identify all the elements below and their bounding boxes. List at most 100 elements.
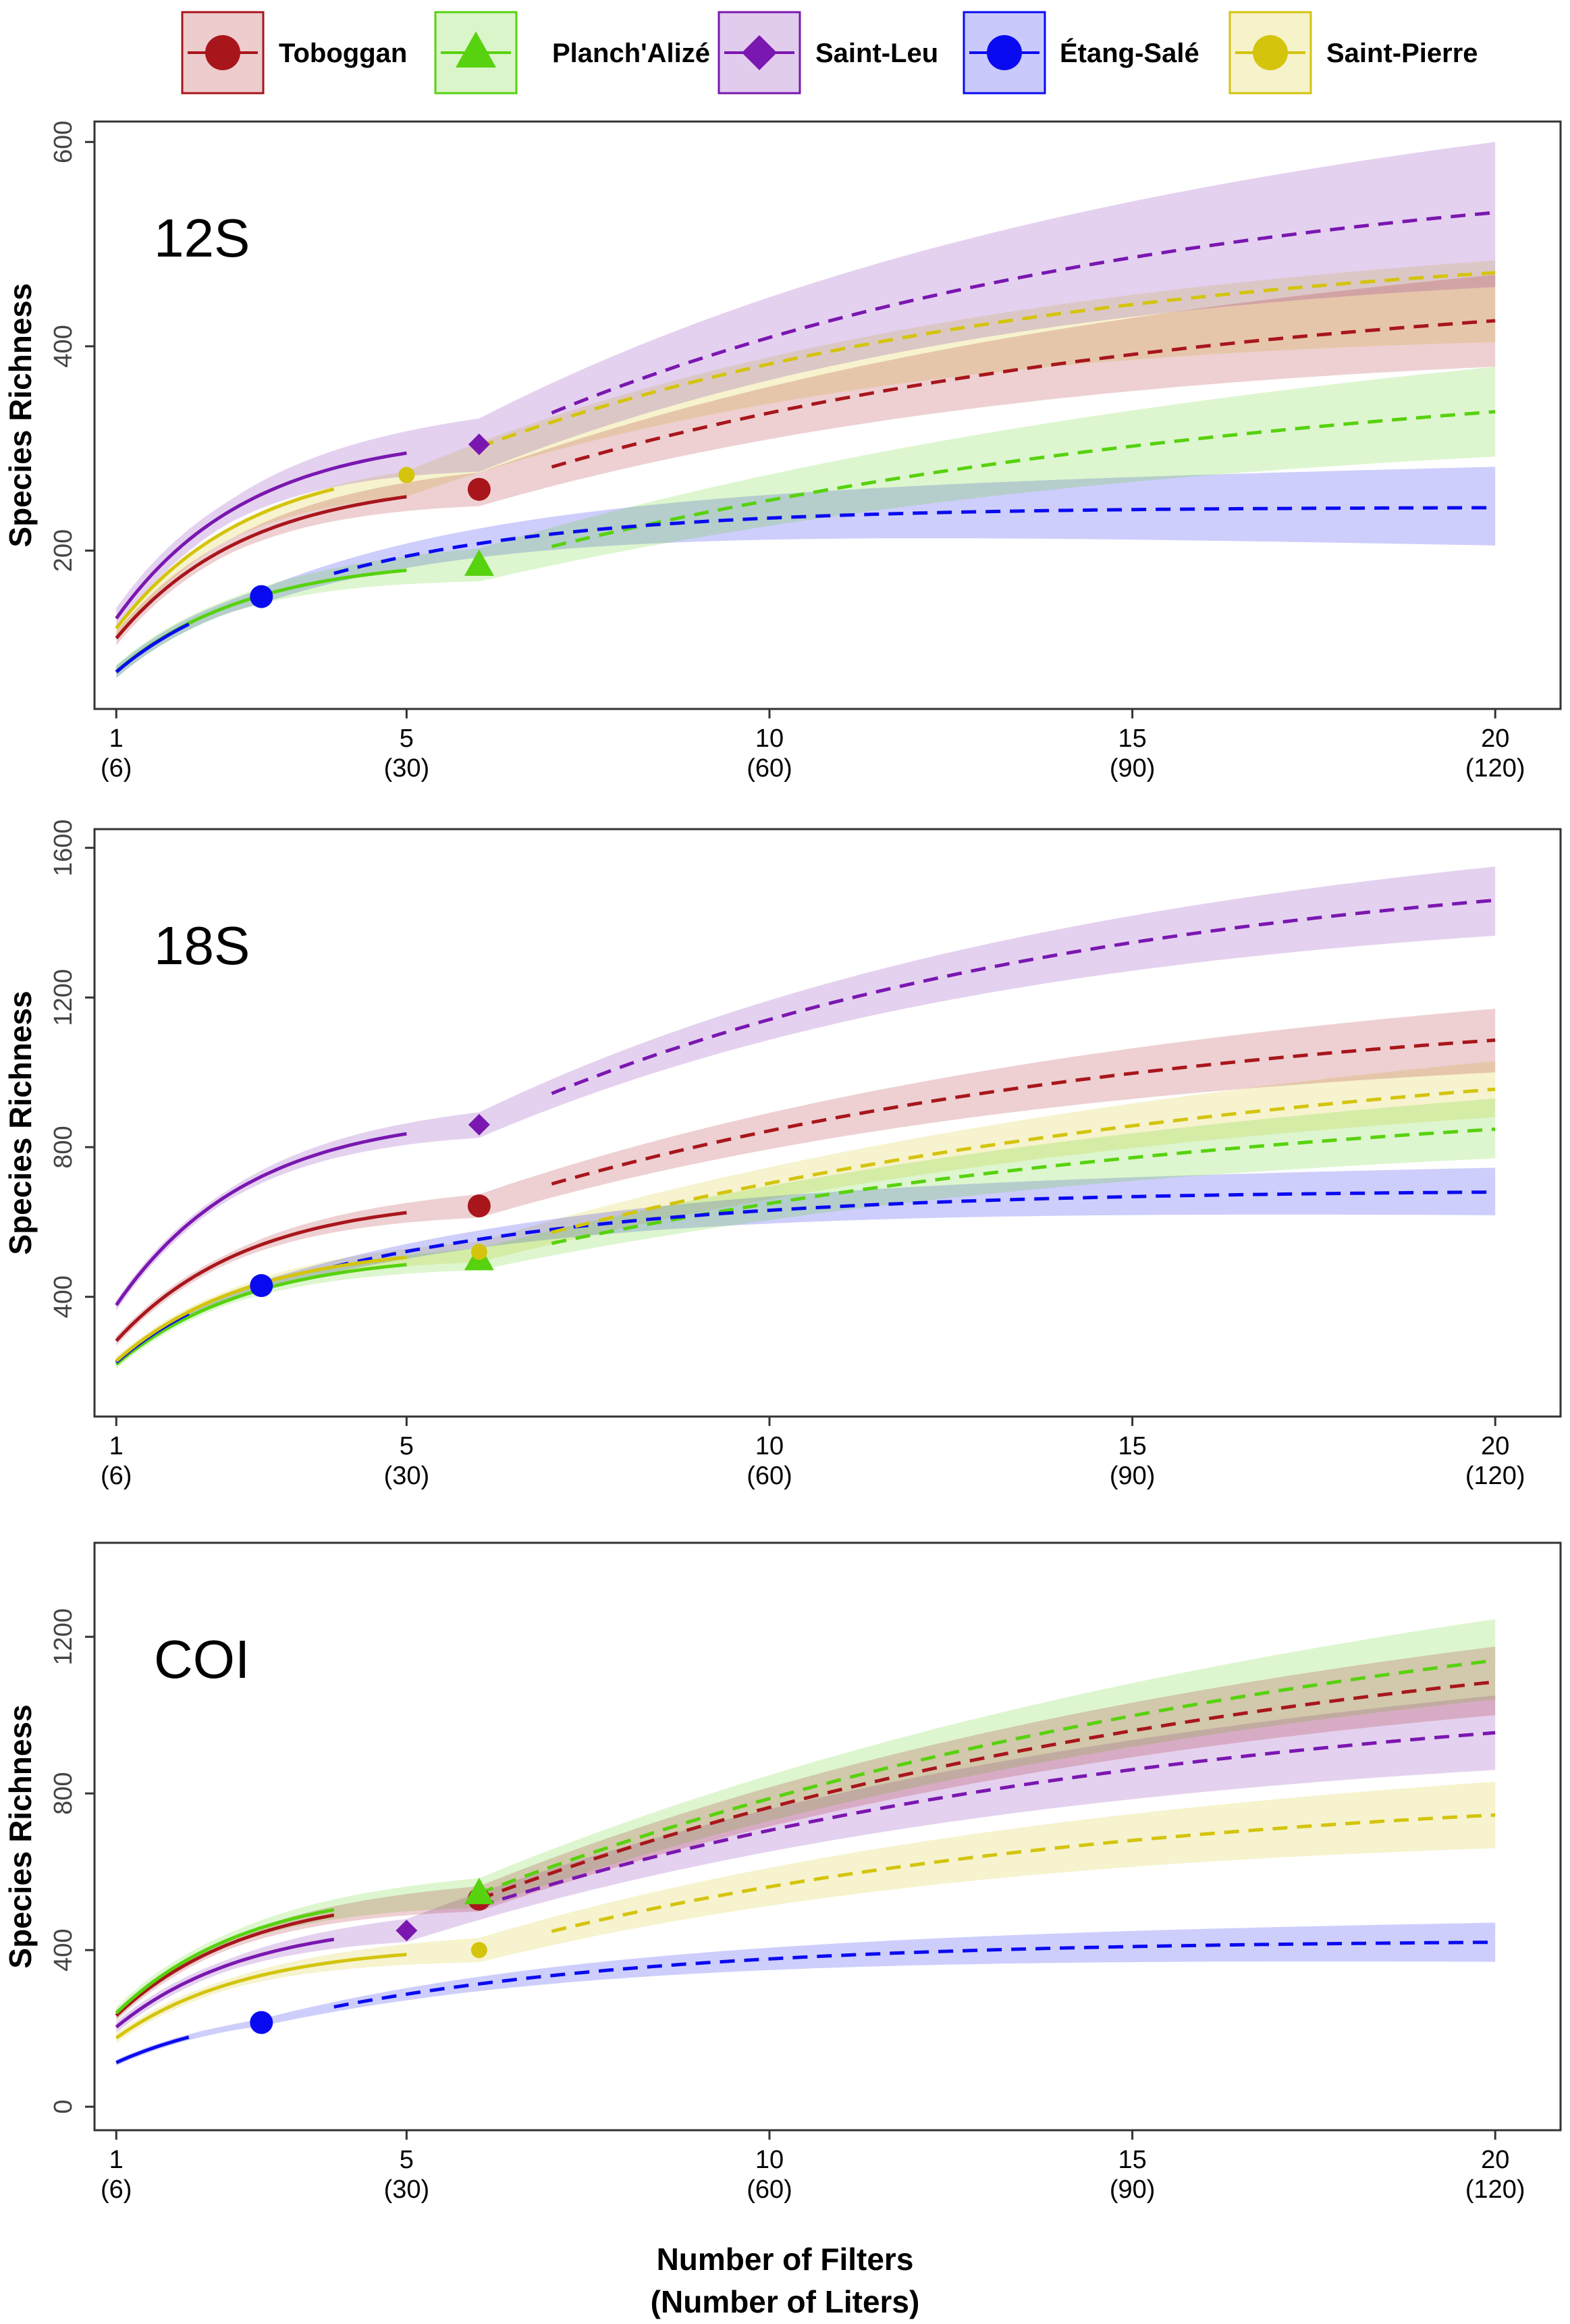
ci-band-planch-alize	[116, 1619, 1496, 2019]
x-tick-label: 15	[1118, 1432, 1146, 1460]
legend-label: Planch'Alizé	[552, 38, 710, 68]
x-tick-sublabel: (120)	[1465, 1462, 1525, 1490]
curve-toboggan	[115, 1680, 1496, 2017]
ci-band-toboggan	[116, 1646, 1496, 2021]
y-axis-title: Species Richness	[3, 991, 38, 1255]
ci-band-saint-pierre	[116, 1061, 1496, 1365]
legend-marker-circle	[205, 35, 240, 70]
series-toboggan	[116, 275, 1496, 645]
extrapolated-line	[551, 211, 1496, 415]
legend-marker-circle	[1253, 35, 1288, 70]
extrapolated-line	[333, 1190, 1496, 1269]
extrapolated-line	[479, 271, 1496, 449]
y-tick-label: 1600	[49, 819, 78, 876]
interpolated-line	[115, 1907, 335, 2015]
panel-coi: 0 400 800 1200 1(6) 5(30) 10(60) 15(90) 20(120) S…	[3, 1541, 1562, 2204]
extrapolated-line	[551, 898, 1496, 1095]
legend-item-planch-alize: Planch'Alizé	[434, 11, 710, 95]
x-tick-label: 5	[400, 1432, 414, 1460]
series-planch-alize	[116, 1619, 1496, 2019]
x-tick-label: 10	[755, 724, 784, 753]
observed-point-etang-sale	[250, 585, 273, 608]
x-tick-label: 1	[109, 724, 124, 753]
curve-saint-pierre	[115, 1813, 1496, 2040]
observed-point-saint-leu	[468, 433, 490, 456]
observed-point-etang-sale	[250, 2011, 273, 2034]
ci-band-saint-pierre	[116, 1781, 1496, 2043]
y-tick-label: 400	[49, 1275, 78, 1318]
series-saint-pierre	[116, 1781, 1496, 2043]
y-tick-label: 600	[49, 121, 78, 163]
series-planch-alize	[116, 1099, 1496, 1369]
x-tick-sublabel: (90)	[1110, 754, 1156, 783]
ci-band-etang-sale	[116, 467, 1496, 678]
plot-area	[115, 1619, 1496, 2066]
panel-18s: 400 800 1200 1600 1(6) 5(30) 10(60) 15(90) 20(12…	[3, 819, 1562, 1490]
ci-band-etang-sale	[116, 1922, 1496, 2066]
observed-point-toboggan	[467, 1194, 491, 1218]
observed-point-etang-sale	[250, 1274, 273, 1298]
legend-label: Étang-Salé	[1060, 38, 1199, 68]
y-tick-label: 200	[49, 529, 78, 572]
x-tick-label: 10	[755, 2146, 784, 2174]
curve-etang-sale	[115, 506, 1496, 674]
x-tick-label: 20	[1481, 724, 1509, 753]
panel-label: COI	[154, 1629, 250, 1689]
observed-point-planch-alize	[464, 1878, 494, 1905]
legend-item-toboggan: Toboggan	[181, 11, 407, 95]
x-tick-label: 5	[400, 724, 414, 753]
plot-area	[115, 866, 1496, 1369]
ci-band-planch-alize	[116, 1099, 1496, 1369]
y-tick-label: 1200	[49, 969, 78, 1026]
curve-saint-leu	[115, 211, 1496, 620]
y-tick-label: 1200	[49, 1608, 78, 1666]
x-tick-sublabel: (30)	[384, 1462, 430, 1490]
panel-frame	[93, 1541, 1562, 2132]
legend-label: Saint-Leu	[815, 38, 938, 68]
curve-planch-alize	[115, 1658, 1496, 2015]
y-axis-title: Species Richness	[3, 1704, 38, 1968]
curve-saint-pierre	[115, 271, 1496, 630]
x-axis-title: Number of Filters	[657, 2242, 914, 2277]
curve-saint-leu	[115, 1731, 1496, 2029]
interpolated-line	[115, 2035, 190, 2065]
panels: 2004006001(6)5(30)10(60)15(90)20(120)Spe…	[3, 120, 1562, 2204]
observed-point-planch-alize	[464, 549, 494, 576]
x-tick-sublabel: (6)	[101, 1462, 132, 1490]
extrapolated-line	[479, 1731, 1496, 1908]
curve-saint-leu	[115, 898, 1496, 1306]
series-saint-pierre	[116, 260, 1496, 639]
series-etang-sale	[116, 1922, 1496, 2066]
ci-band-saint-leu	[116, 142, 1496, 630]
legend: Toboggan Planch'Alizé Saint-Leu Étang-Salé S…	[181, 11, 1478, 95]
legend-label: Saint-Pierre	[1326, 38, 1478, 68]
legend-item-saint-leu: Saint-Leu	[718, 11, 938, 95]
x-tick-sublabel: (30)	[384, 754, 430, 783]
x-tick-label: 20	[1481, 2146, 1509, 2174]
panel-label: 12S	[154, 208, 250, 268]
x-axis-subtitle: (Number of Liters)	[651, 2284, 920, 2319]
panel-frame	[93, 120, 1562, 710]
y-axis-title: Species Richness	[3, 283, 38, 547]
x-tick-label: 10	[755, 1432, 784, 1460]
x-tick-label: 20	[1481, 1432, 1509, 1460]
observed-point-saint-pierre	[470, 1942, 487, 1959]
legend-label: Toboggan	[279, 38, 407, 68]
x-tick-sublabel: (6)	[101, 2175, 132, 2204]
extrapolated-line	[479, 1680, 1496, 1901]
x-tick-sublabel: (90)	[1110, 2175, 1156, 2204]
curve-etang-sale	[115, 1940, 1496, 2065]
observed-point-saint-leu	[468, 1113, 490, 1136]
panel-12s: 200 400 600 1(6) 5(30) 10(60) 15(90) 20(120) Spe…	[3, 120, 1562, 783]
series-etang-sale	[116, 467, 1496, 678]
x-tick-sublabel: (60)	[747, 754, 792, 783]
y-tick-label: 400	[49, 1928, 78, 1971]
panel-label: 18S	[154, 916, 250, 976]
x-tick-label: 5	[400, 2146, 414, 2174]
interpolated-line	[115, 495, 407, 639]
x-tick-sublabel: (120)	[1465, 2175, 1525, 2204]
interpolated-line	[115, 1211, 407, 1342]
series-saint-leu	[116, 866, 1496, 1311]
ci-band-saint-leu	[116, 1695, 1496, 2033]
